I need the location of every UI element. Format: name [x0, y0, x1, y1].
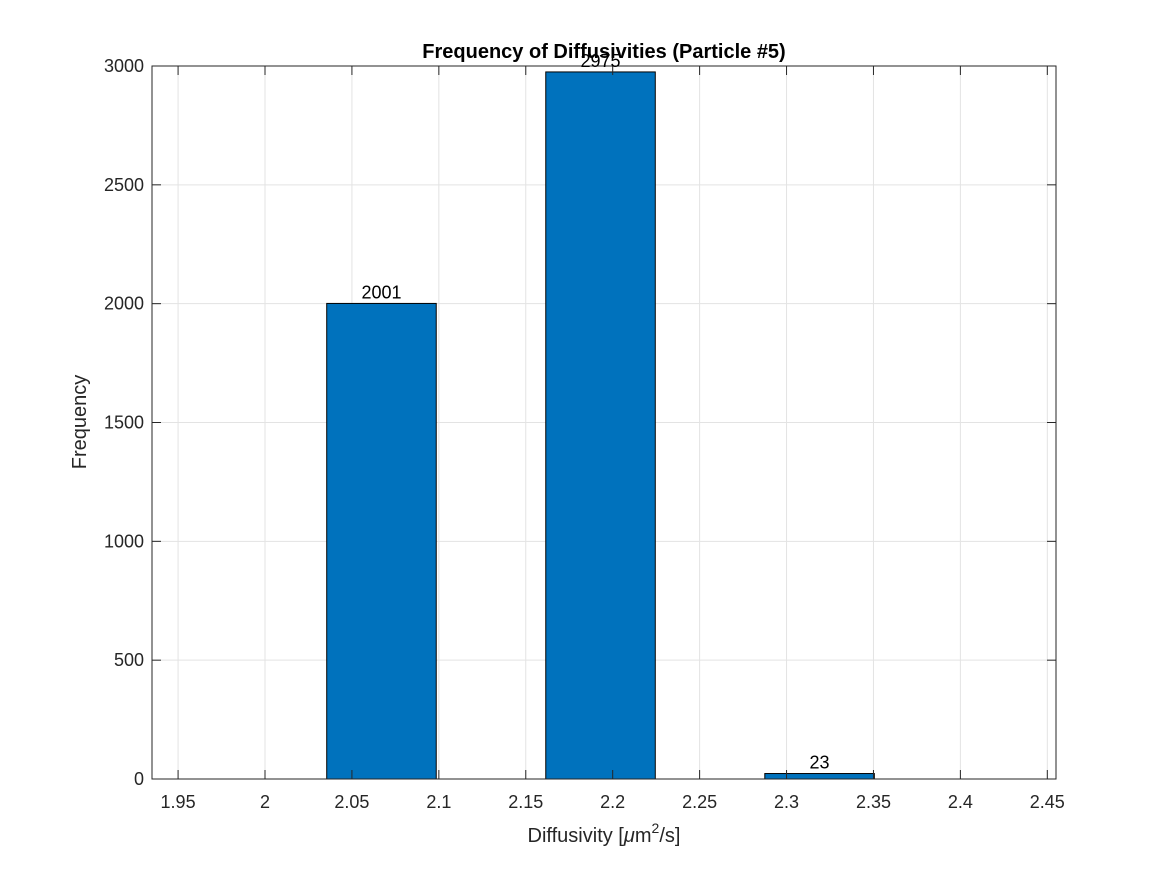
bar-value-label: 2001 [361, 282, 401, 302]
histogram-bar [326, 302, 437, 780]
x-tick-label: 2.2 [600, 792, 625, 812]
chart-title: Frequency of Diffusivities (Particle #5) [422, 41, 785, 63]
y-tick-label: 0 [134, 769, 144, 789]
histogram-bar [764, 773, 875, 780]
axes-box [151, 65, 1057, 780]
x-tick-label: 1.95 [161, 792, 196, 812]
x-tick-label: 2.05 [334, 792, 369, 812]
histogram-bar [545, 71, 656, 780]
x-tick-label: 2.35 [856, 792, 891, 812]
x-tick-label: 2.3 [774, 792, 799, 812]
y-tick-label: 2000 [104, 294, 144, 314]
x-tick-label: 2.1 [426, 792, 451, 812]
x-tick-labels: 1.95 2 2.05 2.1 2.15 2.2 2.25 2.3 2.35 2.4 2.45 [161, 792, 1065, 812]
data-labels: 2001 2975 23 [361, 51, 829, 773]
bars [326, 71, 875, 780]
x-axis-label: Diffusivity [μm2/s] [528, 820, 681, 847]
y-tick-label: 500 [114, 650, 144, 670]
y-tick-label: 3000 [104, 56, 144, 76]
x-tick-label: 2.15 [508, 792, 543, 812]
tick-marks [152, 65, 1056, 780]
x-axis-label-prefix: Diffusivity [ [528, 825, 625, 847]
bar-value-label: 23 [810, 753, 830, 773]
bar-value-label: 2975 [580, 51, 620, 71]
x-tick-label: 2.4 [948, 792, 973, 812]
x-axis-label-mu: μ [623, 825, 635, 847]
x-axis-label-unit: m [635, 825, 652, 847]
x-axis-label-sup: 2 [652, 820, 660, 836]
x-tick-label: 2 [260, 792, 270, 812]
y-axis-label: Frequency [69, 375, 91, 470]
x-tick-label: 2.45 [1030, 792, 1065, 812]
y-tick-label: 1500 [104, 413, 144, 433]
x-tick-label: 2.25 [682, 792, 717, 812]
y-tick-label: 2500 [104, 175, 144, 195]
y-tick-labels: 0 500 1000 1500 2000 2500 3000 [104, 56, 144, 789]
x-axis-label-suffix: /s] [659, 825, 680, 847]
y-tick-label: 1000 [104, 531, 144, 551]
